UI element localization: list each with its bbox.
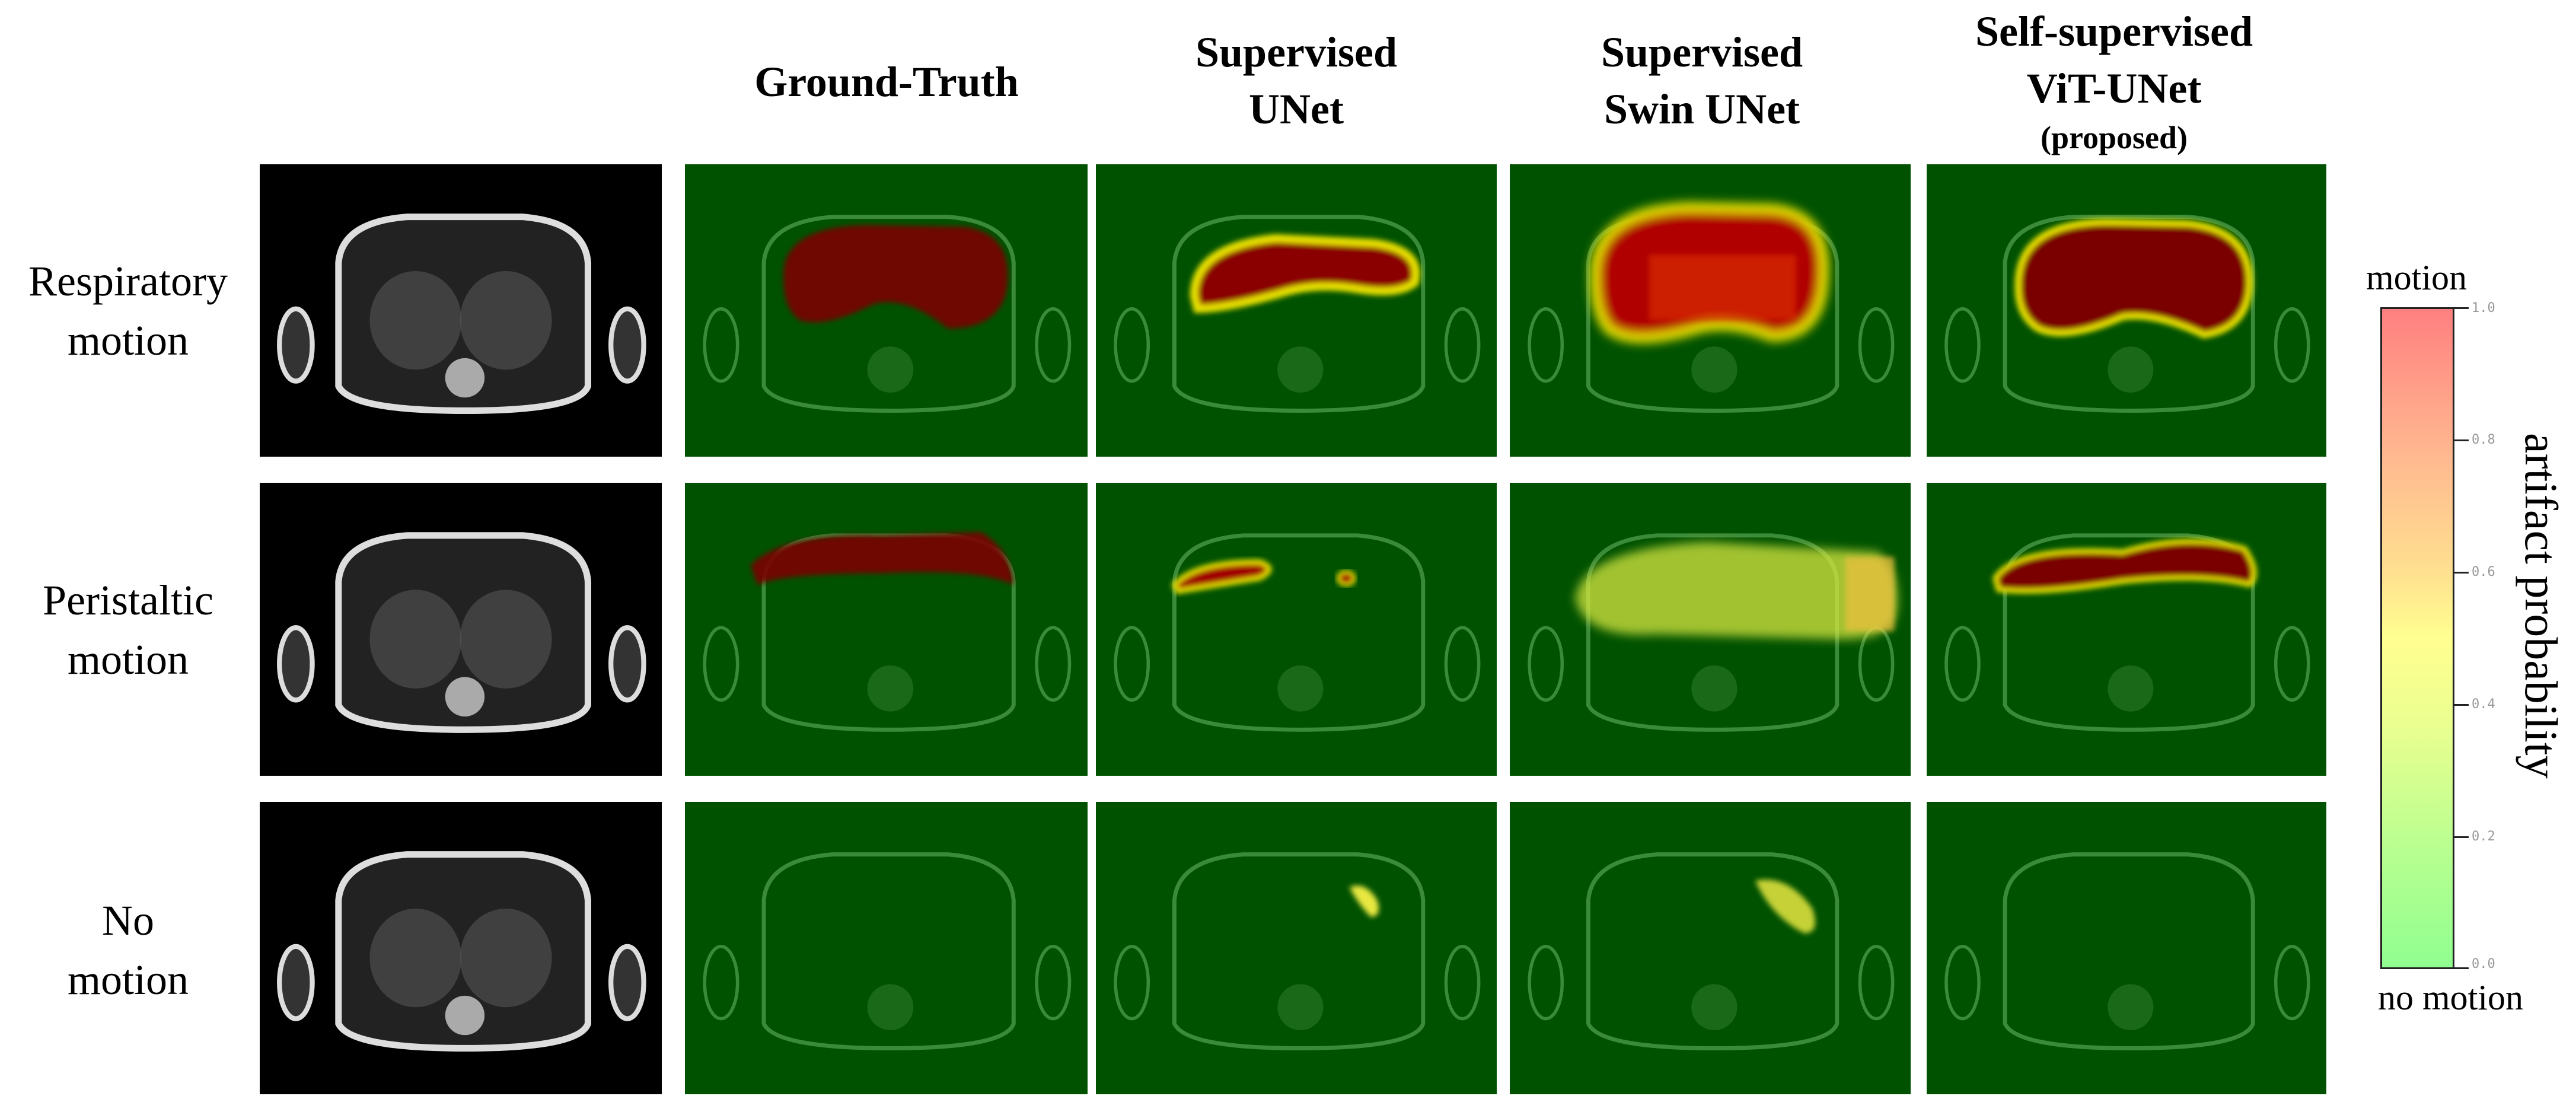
column-header-supervised-unet: Supervised UNet xyxy=(1089,24,1504,138)
map-ground-truth-peristaltic xyxy=(685,483,1088,776)
map-supervised-unet-peristaltic xyxy=(1096,483,1497,776)
colorbar-tick-label: 0.6 xyxy=(2472,565,2495,579)
row-label-peristaltic: Peristaltic motion xyxy=(0,571,256,689)
mri-image-respiratory xyxy=(260,164,662,457)
row-label-line: Peristaltic xyxy=(43,576,213,624)
column-header-supervised-swin-unet: Supervised Swin UNet xyxy=(1494,24,1909,138)
colorbar-tick xyxy=(2454,439,2469,441)
colorbar-tick-label: 0.8 xyxy=(2472,432,2495,447)
colorbar-tick-label: 1.0 xyxy=(2472,301,2495,316)
row-label-line: Respiratory xyxy=(28,257,228,305)
row-label-no-motion: No motion xyxy=(0,891,256,1009)
header-line: Supervised xyxy=(1601,28,1803,76)
header-line: Swin UNet xyxy=(1603,85,1800,133)
header-line: Ground-Truth xyxy=(754,58,1019,106)
colorbar-axis-label: artifact probability xyxy=(2516,433,2567,779)
row-label-line: motion xyxy=(67,956,189,1004)
row-label-line: motion xyxy=(67,317,189,364)
colorbar-tick-label: 0.0 xyxy=(2472,957,2495,971)
header-line: ViT-UNet xyxy=(2026,65,2202,112)
map-ground-truth-respiratory xyxy=(685,164,1088,457)
header-note: (proposed) xyxy=(2040,120,2188,155)
colorbar-tick xyxy=(2454,967,2469,969)
colorbar xyxy=(2380,307,2454,969)
row-label-line: motion xyxy=(67,636,189,683)
header-line: Self-supervised xyxy=(1975,8,2253,55)
column-header-proposed: Self-supervised ViT-UNet (proposed) xyxy=(1907,3,2322,158)
map-supervised-swin-unet-no-motion xyxy=(1510,802,1911,1094)
mri-image-no-motion xyxy=(260,802,662,1094)
map-supervised-unet-respiratory xyxy=(1096,164,1497,457)
header-line: Supervised xyxy=(1195,28,1398,76)
map-proposed-respiratory xyxy=(1927,164,2326,457)
colorbar-tick xyxy=(2454,307,2469,309)
map-supervised-swin-unet-peristaltic xyxy=(1510,483,1911,776)
header-line: UNet xyxy=(1249,85,1344,133)
column-header-ground-truth: Ground-Truth xyxy=(679,53,1094,110)
map-proposed-no-motion xyxy=(1927,802,2326,1094)
mri-image-peristaltic xyxy=(260,483,662,776)
colorbar-top-label: motion xyxy=(2366,258,2467,297)
colorbar-tick xyxy=(2454,836,2469,838)
colorbar-tick xyxy=(2454,704,2469,706)
map-proposed-peristaltic xyxy=(1927,483,2326,776)
colorbar-bottom-label: no motion xyxy=(2378,978,2524,1017)
row-label-line: No xyxy=(102,897,154,944)
colorbar-tick-label: 0.4 xyxy=(2472,697,2495,712)
map-supervised-swin-unet-respiratory xyxy=(1510,164,1911,457)
row-label-respiratory: Respiratory motion xyxy=(0,251,256,370)
colorbar-tick-label: 0.2 xyxy=(2472,829,2495,844)
colorbar-tick xyxy=(2454,572,2469,574)
map-ground-truth-no-motion xyxy=(685,802,1088,1094)
map-supervised-unet-no-motion xyxy=(1096,802,1497,1094)
